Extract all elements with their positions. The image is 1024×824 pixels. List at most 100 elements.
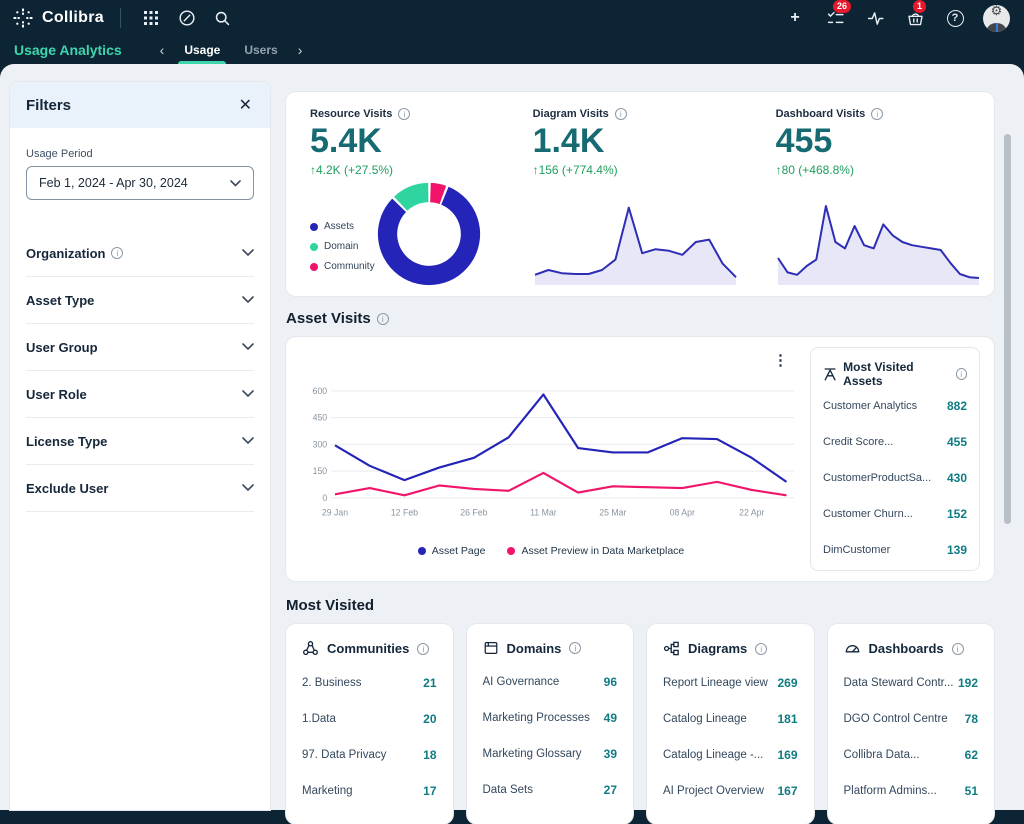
kebab-menu-icon[interactable]: ⋮ [767, 353, 794, 369]
list-item[interactable]: Marketing Glossary39 [483, 736, 618, 772]
help-icon[interactable]: ? [937, 4, 973, 32]
chevron-left-icon[interactable]: ‹ [152, 37, 173, 63]
svg-text:0: 0 [322, 493, 327, 503]
list-item[interactable]: 2. Business21 [302, 665, 437, 701]
dashboards-card: Dashboards i Data Steward Contr...192DGO… [828, 624, 995, 824]
basket-icon[interactable]: 1 [897, 4, 933, 32]
item-value: 169 [777, 748, 797, 762]
search-icon[interactable] [205, 4, 241, 32]
add-plus-icon[interactable]: + [777, 4, 813, 32]
domains-card: Domains i AI Governance96Marketing Proce… [467, 624, 634, 824]
filters-panel: Filters ✕ Usage Period Feb 1, 2024 - Apr… [10, 82, 270, 810]
item-value: 430 [947, 471, 967, 485]
svg-text:25 Mar: 25 Mar [599, 507, 626, 517]
filter-sections: OrganizationiAsset TypeUser Group User Ro… [26, 230, 254, 512]
list-item[interactable]: Catalog Lineage -...169 [663, 737, 798, 773]
filter-section-license-type[interactable]: License Type [26, 418, 254, 465]
list-item[interactable]: 1.Data 20 [302, 701, 437, 737]
list-item[interactable]: Catalog Lineage181 [663, 701, 798, 737]
list-item[interactable]: Report Lineage view269 [663, 665, 798, 701]
diagrams-list: Report Lineage view269Catalog Lineage181… [663, 665, 798, 809]
filter-section-asset-type[interactable]: Asset Type [26, 277, 254, 324]
item-value: 18 [423, 748, 436, 762]
item-name: 1.Data [302, 713, 336, 725]
communities-list: 2. Business21 1.Data 20 97. Data Privacy18M… [302, 665, 437, 809]
list-item[interactable]: Marketing17 [302, 773, 437, 809]
list-item[interactable]: Data Steward Contr...192 [844, 665, 979, 701]
tab-usage[interactable]: Usage [172, 36, 232, 64]
list-item[interactable]: DimCustomer139 [823, 532, 967, 568]
item-value: 882 [947, 399, 967, 413]
card-title: Domains [507, 641, 562, 656]
page-scrollbar[interactable] [1004, 134, 1011, 810]
user-avatar[interactable]: ⚙ [983, 5, 1010, 32]
list-item[interactable]: AI Project Overview167 [663, 773, 798, 809]
list-item[interactable]: Credit Score...455 [823, 424, 967, 460]
info-icon[interactable]: i [417, 643, 429, 655]
filter-section-label: License Type [26, 434, 107, 449]
info-icon[interactable]: i [952, 643, 964, 655]
list-item[interactable]: Platform Admins...51 [844, 773, 979, 809]
close-icon[interactable]: ✕ [237, 93, 254, 117]
legend-item: Asset Page [418, 545, 486, 557]
info-icon[interactable]: i [615, 108, 627, 120]
list-item[interactable]: Customer Analytics882 [823, 388, 967, 424]
list-item[interactable]: Collibra Data...62 [844, 737, 979, 773]
item-value: 20 [423, 712, 436, 726]
info-icon[interactable]: i [398, 108, 410, 120]
filter-section-user-group[interactable]: User Group [26, 324, 254, 371]
assets-list: Customer Analytics882Credit Score...455C… [823, 388, 967, 568]
collibra-logo-icon[interactable]: Collibra [12, 7, 104, 29]
stat-delta: ↑156 (+774.4%) [533, 163, 752, 177]
item-name: Catalog Lineage [663, 713, 747, 725]
filter-section-organization[interactable]: Organizationi [26, 230, 254, 277]
info-icon[interactable]: i [755, 643, 767, 655]
usage-period-select[interactable]: Feb 1, 2024 - Apr 30, 2024 [26, 166, 254, 200]
stat-dashboard-visits: Dashboard Visits i 455 ↑80 (+468.8%) [752, 92, 995, 296]
list-item[interactable]: CustomerProductSa...430 [823, 460, 967, 496]
item-value: 78 [965, 712, 978, 726]
filter-section-exclude-user[interactable]: Exclude User [26, 465, 254, 512]
usage-period-label: Usage Period [26, 148, 254, 160]
filter-section-user-role[interactable]: User Role [26, 371, 254, 418]
apps-grid-icon[interactable] [133, 4, 169, 32]
item-name: Report Lineage view [663, 677, 768, 689]
dashboards-icon [844, 640, 861, 657]
list-item[interactable]: Data Sets27 [483, 772, 618, 808]
domains-icon [483, 640, 499, 656]
tasks-icon[interactable]: 26 [817, 4, 853, 32]
stat-label: Resource Visits [310, 108, 392, 120]
list-item[interactable]: Marketing Processes49 [483, 700, 618, 736]
donut-legend: AssetsDomainCommunity [310, 212, 375, 272]
tab-users[interactable]: Users [232, 36, 289, 64]
list-item[interactable]: 97. Data Privacy18 [302, 737, 437, 773]
explore-compass-icon[interactable] [169, 4, 205, 32]
diagrams-icon [663, 640, 680, 657]
scrollbar-thumb[interactable] [1004, 134, 1011, 524]
stat-label: Diagram Visits [533, 108, 609, 120]
info-icon[interactable]: i [871, 108, 883, 120]
topbar: Collibra + 26 [0, 0, 1024, 36]
svg-text:12 Feb: 12 Feb [391, 507, 418, 517]
list-item[interactable]: DGO Control Centre78 [844, 701, 979, 737]
most-visited-cards: Communities i 2. Business211.Data2097. D… [286, 624, 994, 824]
legend-item: Asset Preview in Data Marketplace [507, 545, 684, 557]
stat-value: 5.4K [310, 123, 509, 160]
stats-card: Resource Visits i 5.4K ↑4.2K (+27.5%) As… [286, 92, 994, 296]
info-icon[interactable]: i [956, 368, 967, 380]
page-body: Filters ✕ Usage Period Feb 1, 2024 - Apr… [0, 64, 1024, 810]
resource-visits-donut-chart [375, 180, 483, 288]
chevron-right-icon[interactable]: › [290, 37, 311, 63]
activity-icon[interactable] [857, 4, 893, 32]
info-icon[interactable]: i [569, 642, 581, 654]
list-item[interactable]: Customer Churn...152 [823, 496, 967, 532]
card-title: Diagrams [688, 641, 747, 656]
info-icon: i [111, 247, 123, 259]
filter-section-label: User Role [26, 387, 87, 402]
svg-text:450: 450 [313, 413, 328, 423]
item-value: 62 [965, 748, 978, 762]
stat-diagram-visits: Diagram Visits i 1.4K ↑156 (+774.4%) [509, 92, 752, 296]
basket-badge: 1 [913, 0, 926, 13]
list-item[interactable]: AI Governance96 [483, 664, 618, 700]
info-icon[interactable]: i [377, 313, 389, 325]
